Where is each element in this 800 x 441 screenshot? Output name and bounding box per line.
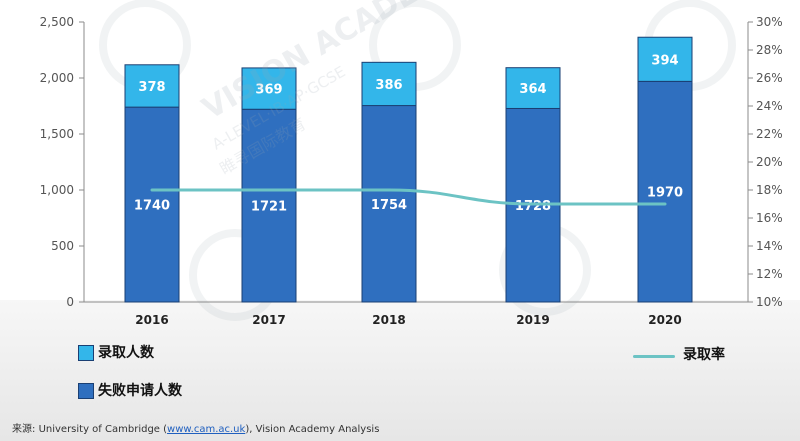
bar-failed [124, 106, 180, 303]
data-label-admitted: 378 [138, 80, 165, 95]
x-tick-label: 2019 [516, 313, 549, 327]
data-label-failed: 1740 [134, 199, 170, 214]
right-tick-label: 10% [756, 295, 783, 309]
x-tick-label: 2018 [372, 313, 405, 327]
data-label-failed: 1970 [647, 186, 683, 201]
data-label-admitted: 386 [375, 78, 402, 93]
x-tick-label: 2017 [252, 313, 285, 327]
left-tick-label: 1,000 [40, 183, 74, 197]
right-tick-label: 28% [756, 43, 783, 57]
data-label-admitted: 394 [651, 53, 678, 68]
source-text-before: University of Cambridge ( [38, 424, 168, 435]
x-tick-label: 2016 [135, 313, 168, 327]
source-note: 来源: University of Cambridge (www.cam.ac.… [12, 420, 379, 435]
right-tick-label: 18% [756, 183, 783, 197]
left-tick-label: 0 [66, 295, 74, 309]
legend-box-failed [78, 383, 94, 399]
right-tick-label: 24% [756, 99, 783, 113]
source-text-after: ), Vision Academy Analysis [245, 424, 380, 435]
right-tick-label: 22% [756, 127, 783, 141]
bar-admitted [505, 67, 561, 109]
bar-failed [361, 105, 417, 303]
right-tick-label: 26% [756, 71, 783, 85]
right-tick-label: 20% [756, 155, 783, 169]
right-tick-label: 16% [756, 211, 783, 225]
data-label-admitted: 364 [519, 82, 546, 97]
data-label-admitted: 369 [255, 83, 282, 98]
left-tick-label: 2,500 [40, 15, 74, 29]
bar-admitted [637, 36, 693, 82]
legend-line-rate [633, 355, 675, 358]
source-label: 来源: [12, 424, 36, 435]
data-label-failed: 1728 [515, 199, 551, 214]
chart-root: 0 500 1,000 1,500 2,000 2,500 10% 12% 14% 16% 18% 2… [40, 15, 783, 327]
source-link[interactable]: www.cam.ac.uk [167, 424, 246, 435]
left-tick-label: 1,500 [40, 127, 74, 141]
rate-line [150, 188, 667, 206]
legend-label-rate: 录取率 [683, 347, 725, 363]
legend-box-admitted [78, 345, 94, 361]
bar-admitted [241, 67, 297, 110]
left-tick-label: 2,000 [40, 71, 74, 85]
x-tick-label: 2020 [648, 313, 681, 327]
left-tick-label: 500 [51, 239, 74, 253]
bar-admitted [361, 61, 417, 107]
legend-label-failed: 失败申请人数 [98, 383, 182, 399]
data-label-failed: 1754 [371, 198, 407, 213]
right-tick-label: 30% [756, 15, 783, 29]
bar-admitted [124, 64, 180, 108]
right-tick-label: 12% [756, 267, 783, 281]
bar-failed [241, 108, 297, 303]
data-label-failed: 1721 [251, 200, 287, 215]
bar-failed [637, 80, 693, 303]
right-tick-label: 14% [756, 239, 783, 253]
legend-label-admitted: 录取人数 [98, 345, 154, 361]
